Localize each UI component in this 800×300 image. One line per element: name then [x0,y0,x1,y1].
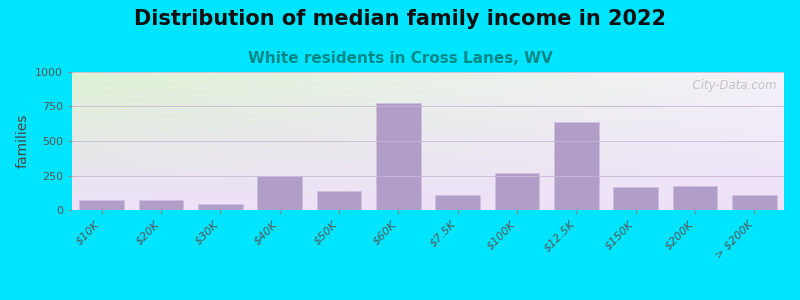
Bar [317,191,362,210]
Bar [554,122,598,210]
Bar [673,186,718,210]
Y-axis label: families: families [15,114,30,168]
Bar [614,187,658,210]
Bar [494,173,539,210]
Bar [732,195,777,210]
Text: Distribution of median family income in 2022: Distribution of median family income in … [134,9,666,29]
Bar [79,200,124,210]
Bar [258,176,302,210]
Bar [138,200,183,210]
Text: White residents in Cross Lanes, WV: White residents in Cross Lanes, WV [248,51,552,66]
Bar [435,195,480,210]
Text: City-Data.com: City-Data.com [686,79,777,92]
Bar [376,103,421,210]
Bar [198,204,242,210]
